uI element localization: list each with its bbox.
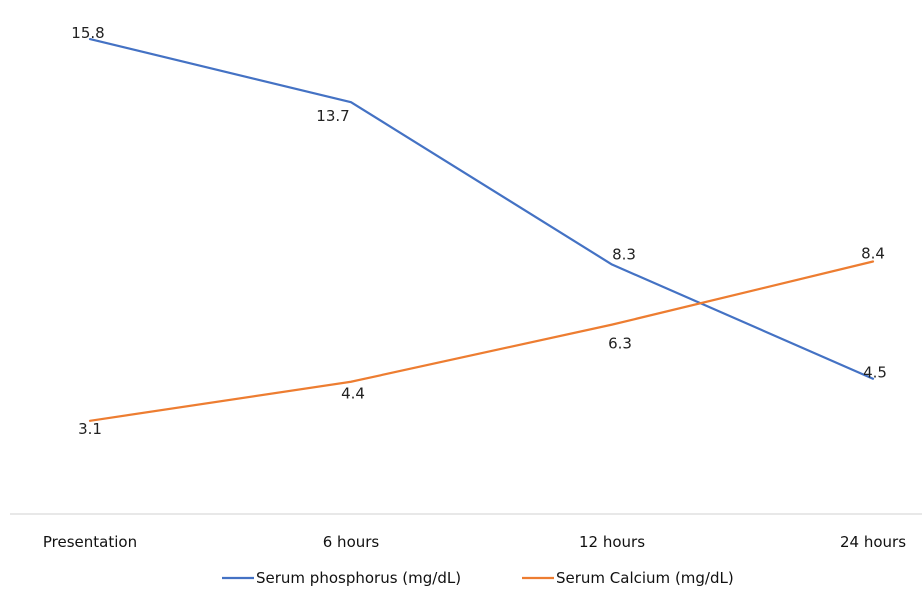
data-label: 13.7 — [316, 107, 349, 125]
x-tick-label: 6 hours — [323, 533, 380, 551]
legend-label: Serum Calcium (mg/dL) — [556, 569, 734, 587]
x-tick-label: Presentation — [43, 533, 137, 551]
legend-item: Serum phosphorus (mg/dL) — [222, 569, 461, 587]
data-label: 4.4 — [341, 385, 365, 403]
legend-label: Serum phosphorus (mg/dL) — [256, 569, 461, 587]
data-label: 4.5 — [863, 364, 887, 382]
x-tick-label: 24 hours — [840, 533, 906, 551]
data-label: 8.3 — [612, 246, 636, 264]
data-label: 15.8 — [71, 24, 104, 42]
data-label: 6.3 — [608, 335, 632, 353]
data-label: 8.4 — [861, 245, 885, 263]
legend-item: Serum Calcium (mg/dL) — [522, 569, 734, 587]
series-line-phosphorus — [88, 37, 875, 380]
series-line-calcium — [88, 260, 875, 422]
x-tick-label: 12 hours — [579, 533, 645, 551]
data-label: 3.1 — [78, 420, 102, 438]
